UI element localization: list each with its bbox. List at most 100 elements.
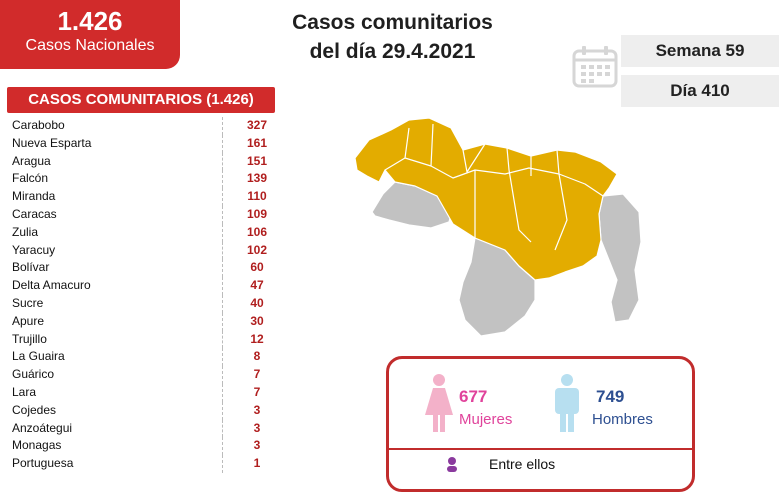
- case-count: 7: [253, 384, 261, 399]
- table-row: Caracas 109: [7, 205, 297, 224]
- state-name: Zulia: [12, 224, 39, 239]
- state-name: Apure: [12, 313, 45, 328]
- case-count: 40: [250, 295, 264, 310]
- table-row: Sucre 40: [7, 294, 297, 313]
- row-separator: [222, 366, 223, 384]
- case-count: 3: [253, 402, 261, 417]
- table-row: Delta Amacuro 47: [7, 277, 297, 295]
- row-separator: [222, 117, 223, 135]
- case-count: 8: [253, 349, 261, 364]
- week-box: Semana 59: [621, 35, 779, 67]
- national-cases-banner: 1.426 Casos Nacionales: [0, 0, 180, 69]
- state-name: Trujillo: [12, 331, 47, 346]
- table-row: Apure 30: [7, 312, 297, 331]
- women-count: 677: [459, 387, 488, 406]
- state-name: Falcón: [12, 171, 49, 186]
- row-separator: [222, 383, 223, 402]
- state-name: Aragua: [12, 153, 51, 168]
- day-box: Día 410: [621, 75, 779, 107]
- table-row: Portuguesa 1: [7, 455, 297, 473]
- case-count: 151: [246, 153, 268, 168]
- case-count: 109: [246, 206, 268, 221]
- case-count: 139: [246, 171, 268, 186]
- row-separator: [222, 437, 223, 456]
- table-row: Guárico 7: [7, 366, 297, 384]
- state-name: Cojedes: [12, 402, 57, 417]
- national-cases-total: 1.426: [57, 6, 123, 36]
- title-line-2: del día 29.4.2021: [309, 40, 476, 63]
- cases-table: Carabobo 327 Nueva Esparta 161 Aragua 151 Falc…: [7, 117, 297, 473]
- case-count: 110: [247, 189, 267, 204]
- case-count: 102: [246, 242, 268, 257]
- table-row: Lara 7: [7, 383, 297, 402]
- state-name: Yaracuy: [12, 242, 56, 257]
- state-name: Monagas: [12, 438, 62, 453]
- state-name: Bolívar: [12, 260, 50, 275]
- table-row: Monagas 3: [7, 437, 297, 456]
- calendar-icon: [572, 46, 618, 88]
- male-icon: [555, 374, 579, 432]
- female-icon: [425, 374, 453, 432]
- men-count: 749: [596, 387, 625, 406]
- row-separator: [222, 348, 223, 367]
- women-label: Mujeres: [459, 411, 513, 428]
- table-row: Miranda 110: [7, 188, 297, 206]
- case-count: 1: [253, 456, 261, 471]
- case-count: 7: [253, 367, 261, 382]
- table-row: Carabobo 327: [7, 117, 297, 135]
- row-separator: [222, 134, 223, 153]
- national-cases-label: Casos Nacionales: [25, 37, 155, 54]
- table-row: Zulia 106: [7, 223, 297, 242]
- row-separator: [222, 312, 223, 331]
- table-row: Bolívar 60: [7, 259, 297, 278]
- case-count: 60: [250, 260, 264, 275]
- row-separator: [222, 455, 223, 473]
- title-line-1: Casos comunitarios: [292, 11, 493, 34]
- state-name: Guárico: [12, 367, 55, 382]
- table-header: CASOS COMUNITARIOS (1.426): [7, 87, 275, 113]
- state-name: Caracas: [12, 206, 57, 221]
- case-count: 161: [246, 135, 268, 150]
- case-count: 3: [253, 420, 261, 435]
- row-separator: [222, 223, 223, 242]
- case-count: 47: [250, 278, 264, 293]
- state-name: Portuguesa: [12, 456, 74, 471]
- state-name: Miranda: [12, 189, 56, 204]
- row-separator: [222, 401, 223, 420]
- row-separator: [222, 241, 223, 260]
- row-separator: [222, 330, 223, 349]
- table-row: Cojedes 3: [7, 401, 297, 420]
- state-name: Lara: [12, 384, 37, 399]
- gender-breakdown-panel: 677 Mujeres 749 Hombres Entre ellos: [386, 356, 695, 492]
- table-row: Trujillo 12: [7, 330, 297, 349]
- case-count: 106: [246, 224, 268, 239]
- state-name: Delta Amacuro: [12, 278, 91, 293]
- state-name: Nueva Esparta: [12, 135, 92, 150]
- row-separator: [222, 419, 223, 438]
- table-row: La Guaira 8: [7, 348, 297, 367]
- row-separator: [222, 170, 223, 189]
- row-separator: [222, 152, 223, 171]
- table-row: Aragua 151: [7, 152, 297, 171]
- case-count: 327: [246, 118, 268, 132]
- row-separator: [222, 294, 223, 313]
- state-name: Sucre: [12, 295, 44, 310]
- table-row: Yaracuy 102: [7, 241, 297, 260]
- panel-divider: [389, 448, 692, 450]
- row-separator: [222, 259, 223, 278]
- between-label: Entre ellos: [489, 456, 556, 472]
- state-name: La Guaira: [12, 349, 65, 364]
- row-separator: [222, 205, 223, 224]
- row-separator: [222, 188, 223, 206]
- case-count: 3: [253, 438, 261, 453]
- page-title: Casos comunitarios del día 29.4.2021: [250, 8, 535, 66]
- state-name: Carabobo: [12, 118, 65, 132]
- table-row: Nueva Esparta 161: [7, 134, 297, 153]
- venezuela-map: [354, 117, 642, 337]
- men-label: Hombres: [592, 411, 653, 428]
- map-region-east: [598, 193, 642, 323]
- map-region-affected: [354, 117, 618, 281]
- table-row: Anzoátegui 3: [7, 419, 297, 438]
- state-name: Anzoátegui: [12, 420, 73, 435]
- table-row: Falcón 139: [7, 170, 297, 189]
